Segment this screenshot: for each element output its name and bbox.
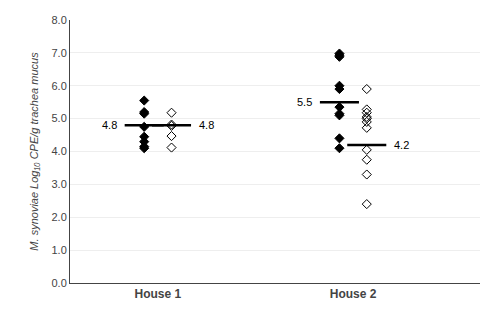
svg-text:4.2: 4.2 <box>394 139 409 151</box>
svg-text:1.0: 1.0 <box>52 244 67 256</box>
svg-text:5.0: 5.0 <box>52 112 67 124</box>
svg-text:8.0: 8.0 <box>52 14 67 26</box>
svg-text:5.5: 5.5 <box>297 96 312 108</box>
svg-text:2.0: 2.0 <box>52 211 67 223</box>
svg-text:House 2: House 2 <box>330 287 377 301</box>
svg-text:4.8: 4.8 <box>102 119 117 131</box>
svg-text:4.0: 4.0 <box>52 145 67 157</box>
svg-text:7.0: 7.0 <box>52 47 67 59</box>
svg-text:0.0: 0.0 <box>52 277 67 289</box>
svg-text:6.0: 6.0 <box>52 80 67 92</box>
svg-text:4.8: 4.8 <box>199 119 214 131</box>
svg-text:House 1: House 1 <box>135 287 182 301</box>
svg-text:3.0: 3.0 <box>52 178 67 190</box>
svg-text:M. synoviae Log₁₀ CPE/g trache: M. synoviae Log₁₀ CPE/g trachea mucus <box>28 52 40 251</box>
